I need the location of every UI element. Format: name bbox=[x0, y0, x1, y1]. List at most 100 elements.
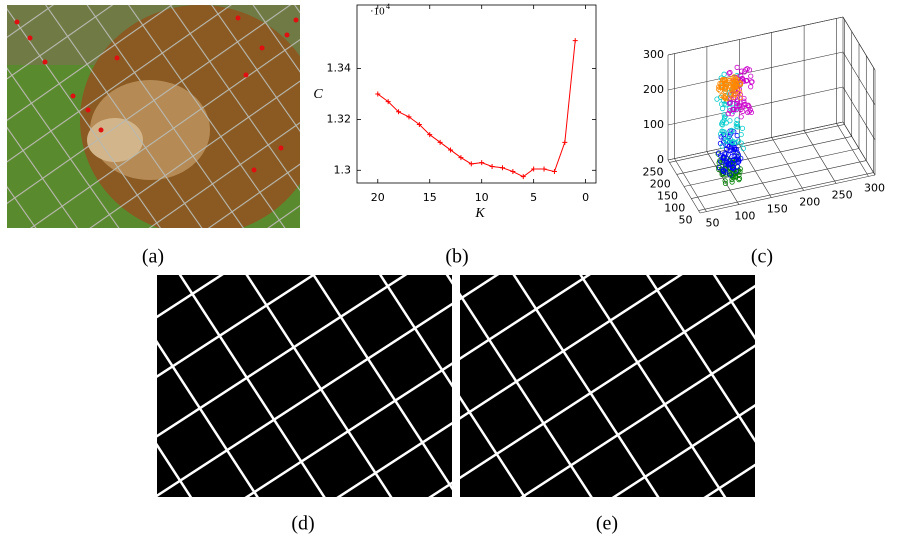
grid-line bbox=[667, 121, 844, 161]
scatter-point bbox=[733, 168, 739, 174]
scatter-point bbox=[738, 131, 744, 138]
scatter-point bbox=[732, 171, 739, 177]
scatter-point bbox=[717, 131, 724, 137]
scatter-point bbox=[723, 96, 729, 102]
scatter-point bbox=[727, 118, 733, 124]
scatter-point bbox=[722, 85, 728, 91]
subfigure-label: (c) bbox=[751, 246, 773, 268]
data-marker bbox=[562, 139, 568, 145]
data-marker bbox=[541, 166, 547, 172]
grid-line bbox=[842, 16, 876, 71]
grid-line bbox=[842, 121, 876, 176]
scatter-point bbox=[716, 165, 723, 171]
grid-line bbox=[842, 86, 876, 141]
scatter-point bbox=[719, 122, 726, 128]
scatter-point bbox=[726, 131, 732, 138]
data-marker bbox=[448, 147, 454, 153]
x-axis-label: K bbox=[474, 206, 485, 221]
scatter-point bbox=[741, 95, 747, 102]
x-tick-label: 10 bbox=[475, 191, 489, 204]
data-marker bbox=[437, 139, 443, 145]
scatter-point bbox=[738, 114, 744, 120]
y-tick-label: 200 bbox=[650, 177, 671, 190]
image-e bbox=[460, 275, 755, 497]
scatter-point bbox=[730, 89, 736, 95]
scatter-point bbox=[746, 104, 752, 110]
scatter-point bbox=[737, 81, 744, 88]
grid-line bbox=[691, 160, 867, 199]
scatter-point bbox=[722, 178, 728, 184]
x-tick-label: 250 bbox=[832, 188, 853, 201]
scatter-point bbox=[720, 168, 726, 174]
photo-a bbox=[7, 5, 300, 228]
x-tick-label: 300 bbox=[864, 181, 885, 194]
image-d bbox=[157, 275, 452, 497]
scatter-point bbox=[732, 95, 738, 101]
y-multiplier-exponent: 4 bbox=[386, 2, 390, 11]
scatter-point bbox=[727, 69, 733, 76]
scatter-point bbox=[728, 84, 734, 91]
x-tick-label: 50 bbox=[705, 217, 719, 230]
grid-line bbox=[667, 16, 844, 56]
scatter-point bbox=[733, 107, 740, 113]
scatter-point bbox=[734, 87, 740, 93]
data-marker bbox=[510, 169, 516, 175]
scatter-point bbox=[716, 84, 722, 90]
scatter-point bbox=[734, 64, 740, 70]
y-tick-label: 250 bbox=[642, 165, 663, 178]
scatter-point bbox=[730, 148, 737, 155]
scatter-point bbox=[721, 117, 727, 123]
scatter-point bbox=[730, 94, 736, 101]
data-marker bbox=[396, 109, 402, 115]
scatter-point bbox=[727, 172, 733, 178]
scatter-point bbox=[725, 111, 731, 117]
grid-line bbox=[667, 86, 844, 126]
scatter-point bbox=[741, 102, 747, 108]
scatter-point bbox=[731, 107, 737, 113]
x-tick-label: 20 bbox=[371, 191, 385, 204]
z-tick-label: 300 bbox=[643, 48, 664, 61]
y-tick-label: 1.32 bbox=[327, 112, 352, 125]
scatter-point bbox=[735, 152, 741, 158]
scatter-point bbox=[726, 70, 732, 76]
subfigure-label: (e) bbox=[596, 513, 618, 535]
data-marker bbox=[520, 174, 526, 180]
y-multiplier: ·10 bbox=[370, 6, 385, 18]
y-tick-label: 50 bbox=[679, 214, 693, 227]
scatter-point bbox=[730, 140, 736, 146]
scatter-point bbox=[727, 147, 734, 153]
scatter-point bbox=[724, 138, 730, 145]
data-marker bbox=[499, 165, 505, 171]
scatter-point bbox=[748, 84, 754, 90]
grid-line bbox=[669, 124, 845, 163]
plot-frame bbox=[356, 4, 597, 184]
grid-line bbox=[698, 172, 874, 211]
scatter-point bbox=[740, 145, 746, 152]
x-tick-label: 0 bbox=[582, 191, 589, 204]
x-tick-label: 200 bbox=[799, 195, 820, 208]
data-marker bbox=[385, 99, 391, 105]
scatter-point bbox=[727, 100, 733, 106]
data-marker bbox=[406, 114, 412, 120]
scatter-point bbox=[735, 159, 741, 165]
scatter-point bbox=[722, 95, 728, 101]
y-tick-label: 100 bbox=[664, 202, 685, 215]
scatter-point bbox=[744, 77, 750, 84]
scatter-point bbox=[725, 152, 731, 158]
scatter-point bbox=[721, 168, 727, 174]
scatter-point bbox=[726, 100, 732, 106]
data-marker bbox=[458, 155, 464, 161]
scatter-point bbox=[719, 106, 726, 112]
data-marker bbox=[427, 132, 433, 138]
y-tick-label: 150 bbox=[657, 190, 678, 203]
scatter-point bbox=[717, 158, 723, 164]
scatter-point bbox=[748, 73, 754, 79]
scatter-point bbox=[716, 150, 722, 156]
scatter-point bbox=[722, 83, 729, 90]
scatter-point bbox=[741, 98, 747, 104]
scatter-point bbox=[748, 109, 754, 116]
scatter-point bbox=[720, 153, 726, 160]
scatter-point bbox=[718, 121, 725, 127]
